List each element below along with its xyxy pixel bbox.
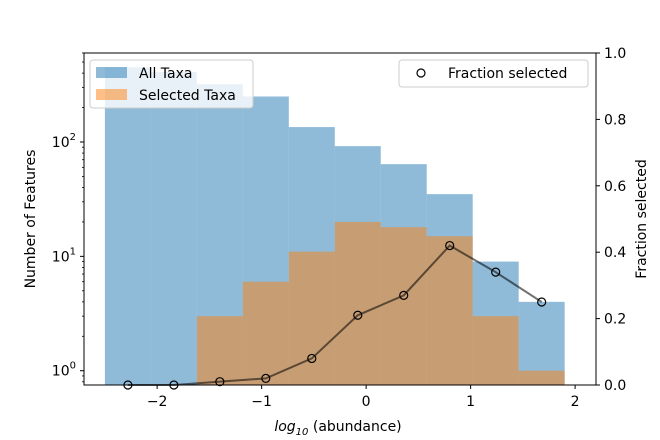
y-right-tick-label: 0.4 — [604, 245, 626, 261]
y-tick-label: 100 — [52, 361, 76, 380]
x-tick-label: −2 — [147, 394, 168, 410]
x-axis-title: log10 (abundance) — [274, 419, 401, 438]
y-tick-label: 101 — [52, 246, 76, 265]
x-tick-label: 1 — [466, 394, 475, 410]
legend-label: Fraction selected — [448, 66, 567, 82]
plot-frame — [83, 52, 597, 386]
y-axis-title: Number of Features — [23, 150, 39, 289]
y-right-tick-label: 1.0 — [604, 46, 626, 62]
y-axis-left: 100 101 102 — [52, 52, 84, 383]
legend-label: Selected Taxa — [139, 88, 236, 104]
legend-swatch — [96, 67, 127, 78]
fraction-point — [261, 373, 271, 383]
legend-taxa: All Taxa Selected Taxa — [89, 59, 254, 109]
x-axis: −2 −1 0 1 2 — [147, 385, 580, 410]
y-right-tick-label: 0.0 — [604, 378, 626, 394]
all-taxa-bar — [104, 67, 151, 385]
x-tick-label: 0 — [362, 394, 371, 410]
x-tick-label: −1 — [251, 394, 272, 410]
y-right-tick-label: 0.6 — [604, 179, 626, 195]
fraction-point — [445, 240, 455, 251]
selected-taxa-bar — [426, 236, 473, 385]
legend-fraction: Fraction selected — [398, 59, 589, 88]
selected-taxa-bar — [196, 316, 243, 385]
x-tick-label: 2 — [571, 394, 580, 410]
selected-taxa-bar — [518, 370, 565, 385]
legend-box — [398, 59, 589, 88]
selected-taxa-bar — [472, 316, 519, 385]
legend-box — [89, 59, 254, 109]
fraction-line-path — [127, 244, 543, 386]
fraction-point — [353, 310, 363, 320]
fraction-point — [537, 297, 547, 307]
fraction-line — [123, 240, 547, 390]
legend-marker — [416, 68, 426, 78]
fraction-point — [307, 353, 317, 364]
selected-taxa-bar — [242, 281, 289, 385]
y-right-tick-label: 0.2 — [604, 312, 626, 328]
y-axis-right-title: Fraction selected — [634, 159, 650, 278]
legend-label: All Taxa — [139, 66, 192, 82]
selected-taxa-bar — [334, 221, 381, 385]
legend-swatch — [96, 89, 127, 100]
fraction-point — [215, 377, 225, 387]
all-taxa-bar — [150, 71, 197, 386]
y-axis-right: 0.0 0.2 0.4 0.6 0.8 1.0 — [596, 46, 626, 394]
y-right-tick-label: 0.8 — [604, 112, 626, 128]
selected-taxa-bar — [380, 227, 427, 385]
fraction-point — [399, 290, 409, 300]
y-tick-label: 102 — [52, 132, 76, 151]
fraction-point — [491, 267, 501, 277]
